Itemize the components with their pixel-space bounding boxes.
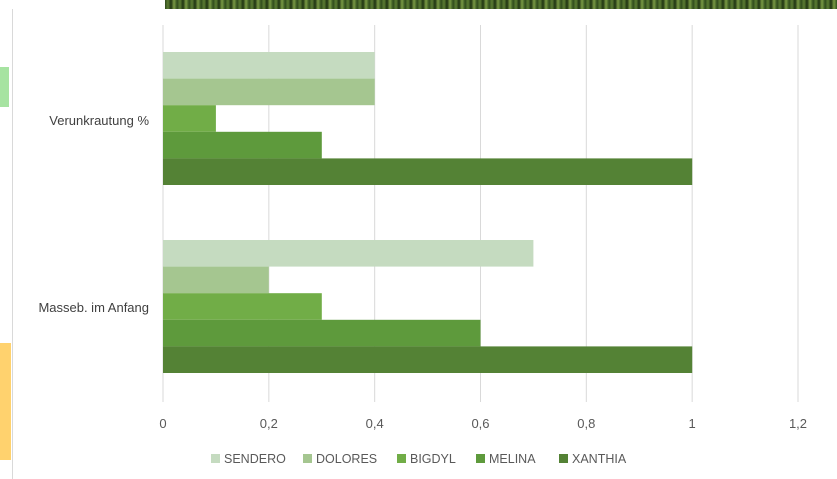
- legend-swatch: [303, 454, 312, 463]
- x-tick-label: 0,8: [577, 416, 595, 431]
- bar-sendero: [163, 52, 375, 79]
- left-divider: [12, 9, 13, 479]
- bar-melina: [163, 131, 322, 159]
- bar-bigdyl: [163, 105, 216, 132]
- legend-item-sendero: SENDERO: [211, 452, 286, 466]
- legend-label: SENDERO: [224, 452, 286, 466]
- x-tick-label: 0,6: [471, 416, 489, 431]
- x-tick-label: 0,4: [366, 416, 384, 431]
- category-label: Masseb. im Anfang: [38, 300, 149, 315]
- bar-dolores: [163, 78, 375, 106]
- category-label: Verunkrautung %: [49, 113, 149, 128]
- green-accent-bar: [0, 67, 9, 107]
- x-tick-label: 0: [159, 416, 166, 431]
- legend-label: DOLORES: [316, 452, 377, 466]
- bar-bigdyl: [163, 293, 322, 320]
- legend: SENDERO DOLORES BIGDYL MELINA XANTHIA: [211, 452, 627, 466]
- orange-accent-bar: [0, 343, 11, 460]
- legend-label: BIGDYL: [410, 452, 456, 466]
- legend-item-xanthia: XANTHIA: [559, 452, 627, 466]
- bar-dolores: [163, 266, 269, 294]
- background-photo-strip: [165, 0, 837, 9]
- bar-xanthia: [163, 346, 693, 373]
- legend-swatch: [476, 454, 485, 463]
- legend-label: MELINA: [489, 452, 536, 466]
- x-tick-label: 1,2: [789, 416, 807, 431]
- bar-melina: [163, 319, 481, 347]
- category-labels: Verunkrautung % Masseb. im Anfang: [38, 113, 149, 315]
- legend-swatch: [397, 454, 406, 463]
- legend-item-melina: MELINA: [476, 452, 536, 466]
- bar-sendero: [163, 240, 534, 267]
- legend-item-bigdyl: BIGDYL: [397, 452, 456, 466]
- bars: [163, 52, 693, 373]
- legend-swatch: [559, 454, 568, 463]
- legend-item-dolores: DOLORES: [303, 452, 377, 466]
- x-tick-label: 1: [689, 416, 696, 431]
- legend-label: XANTHIA: [572, 452, 627, 466]
- legend-swatch: [211, 454, 220, 463]
- bar-xanthia: [163, 158, 693, 185]
- x-tick-label: 0,2: [260, 416, 278, 431]
- x-tick-labels: 0 0,2 0,4 0,6 0,8 1 1,2: [159, 416, 807, 431]
